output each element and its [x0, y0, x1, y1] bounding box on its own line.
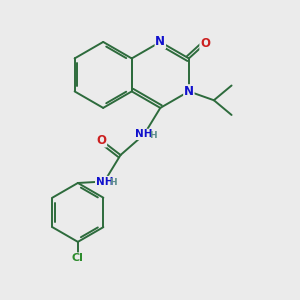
Text: Cl: Cl [72, 253, 84, 263]
Text: O: O [200, 37, 210, 50]
Text: H: H [110, 178, 117, 188]
Text: O: O [96, 134, 106, 147]
Text: H: H [149, 131, 157, 140]
Text: NH: NH [96, 176, 113, 187]
Text: N: N [155, 35, 165, 48]
Text: N: N [184, 85, 194, 98]
Text: NH: NH [135, 129, 153, 140]
